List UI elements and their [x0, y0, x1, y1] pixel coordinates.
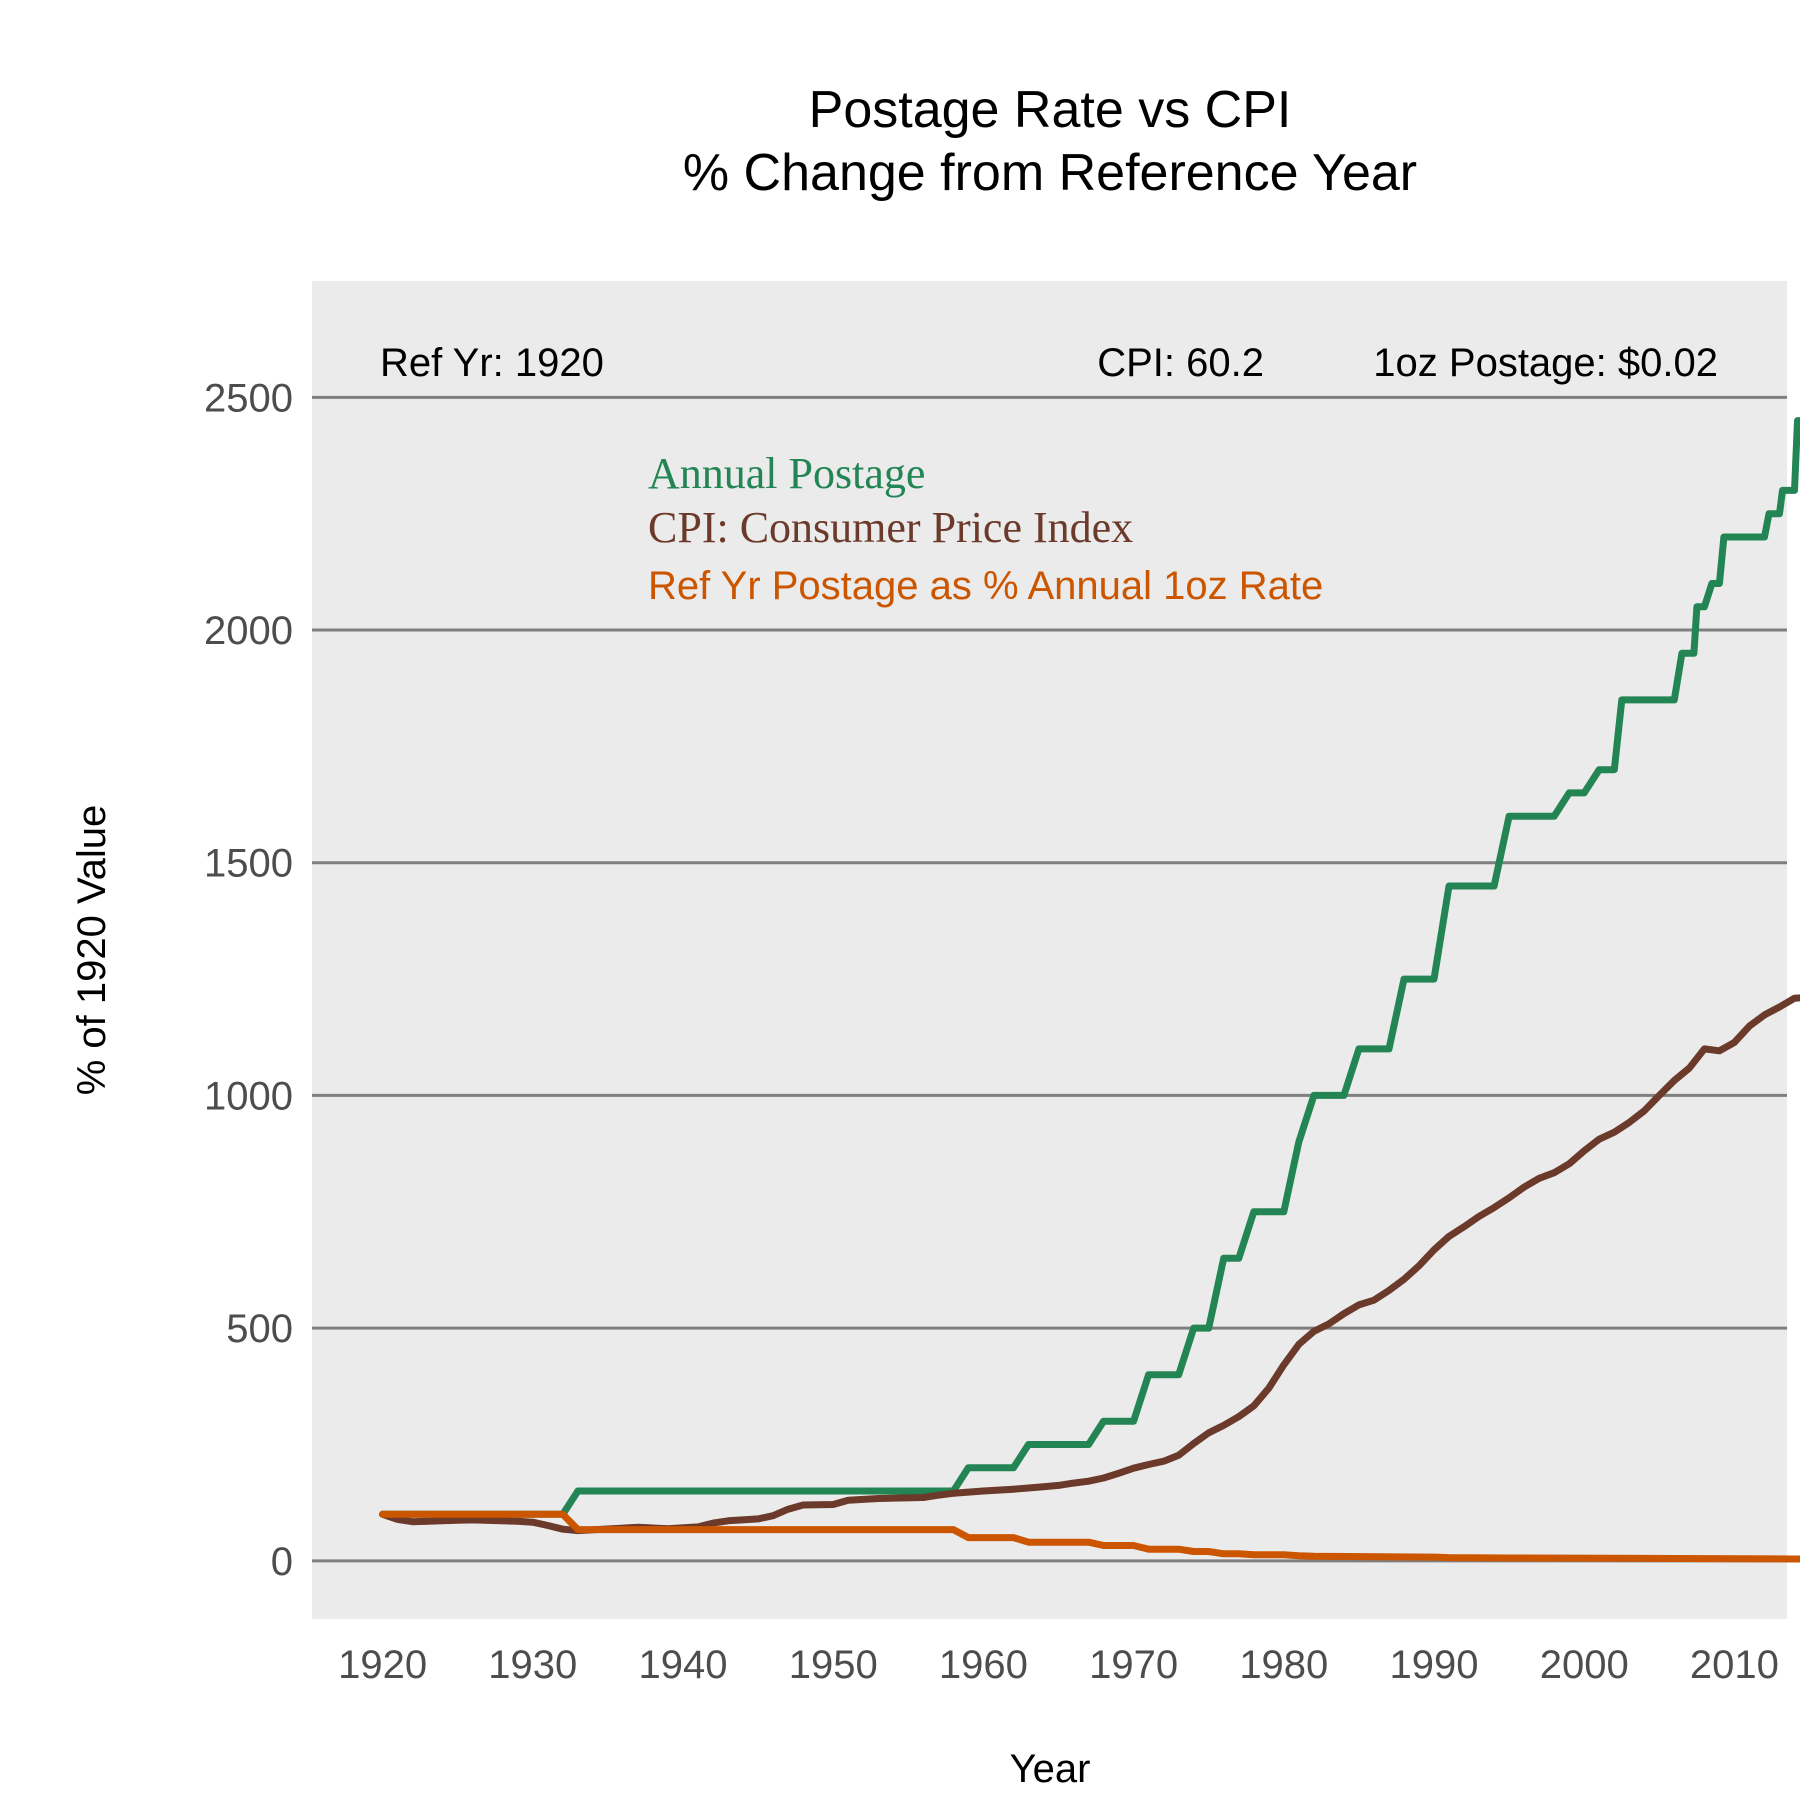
- series-lines: [379, 417, 1800, 1563]
- y-tick-label: 1500: [204, 842, 293, 886]
- legend-ref-yr-postage: Ref Yr Postage as % Annual 1oz Rate: [648, 564, 1323, 608]
- ref-year-label: Ref Yr: 1920: [380, 341, 604, 385]
- ref-yr-postage-line: [379, 1510, 1800, 1563]
- x-tick-label: 1940: [639, 1643, 728, 1687]
- y-tick-label: 2500: [204, 376, 293, 420]
- x-tick-label: 1960: [939, 1643, 1028, 1687]
- cpi-line: [379, 994, 1800, 1535]
- cpi-value-label: CPI: 60.2: [1097, 341, 1264, 385]
- x-tick-label: 1920: [338, 1643, 427, 1687]
- x-tick-label: 1980: [1239, 1643, 1328, 1687]
- x-tick-labels: 1920 1930 1940 1950 1960 1970 1980 1990 2000 2010: [338, 1643, 1779, 1687]
- x-tick-label: 1930: [488, 1643, 577, 1687]
- x-tick-label: 2010: [1690, 1643, 1779, 1687]
- y-tick-label: 1000: [204, 1074, 293, 1118]
- chart-title-line-2: % Change from Reference Year: [683, 144, 1417, 202]
- y-tick-label: 0: [271, 1540, 293, 1584]
- y-tick-label: 2000: [204, 609, 293, 653]
- legend-annual-postage: Annual Postage: [648, 449, 925, 498]
- legend-cpi: CPI: Consumer Price Index: [648, 503, 1133, 552]
- y-tick-label: 500: [226, 1307, 293, 1351]
- x-tick-label: 1970: [1089, 1643, 1178, 1687]
- x-tick-label: 1950: [789, 1643, 878, 1687]
- x-tick-label: 1990: [1390, 1643, 1479, 1687]
- y-axis-title: % of 1920 Value: [70, 805, 114, 1096]
- x-axis-title: Year: [1010, 1747, 1091, 1791]
- postage-value-label: 1oz Postage: $0.02: [1373, 341, 1718, 385]
- y-tick-labels: 0 500 1000 1500 2000 2500: [204, 376, 293, 1583]
- annual-postage-line: [379, 417, 1800, 1518]
- x-tick-label: 2000: [1540, 1643, 1629, 1687]
- plot-background: [312, 281, 1787, 1619]
- chart-title-line-1: Postage Rate vs CPI: [809, 81, 1292, 139]
